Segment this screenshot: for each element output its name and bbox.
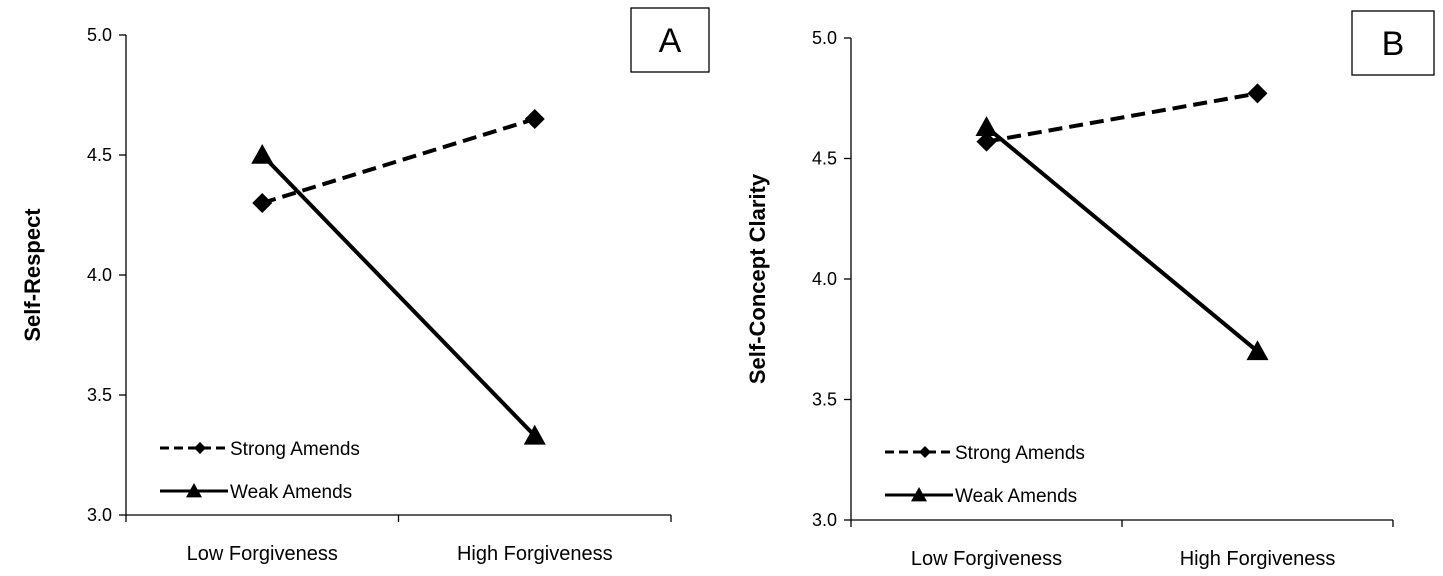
data-point-diamond: [252, 193, 273, 213]
y-tick-label: 5.0: [812, 28, 837, 48]
x-category-label: High Forgiveness: [457, 543, 613, 565]
legend: Strong Amends Weak Amends: [160, 439, 360, 503]
x-category-label: Low Forgiveness: [911, 548, 1062, 570]
data-point-triangle: [251, 144, 274, 164]
chart-panel-a: 3.0 3.5 4.0 4.5 5.0 Low Forgiveness High Forgi…: [20, 7, 710, 565]
y-tick-label: 4.5: [812, 149, 837, 169]
y-tick-label: 3.5: [812, 390, 837, 410]
y-tick-label: 5.0: [87, 25, 112, 45]
legend-marker-triangle: [186, 483, 202, 498]
legend-marker-diamond: [194, 442, 206, 454]
legend: Strong Amends Weak Amends: [885, 443, 1085, 507]
series-line-weak-amends: [985, 125, 1259, 353]
chart-panel-b: 3.0 3.5 4.0 4.5 5.0 Low Forgiveness High Forgi…: [745, 10, 1435, 570]
y-tick-label: 3.0: [812, 510, 837, 530]
series-line-strong-amends: [986, 91, 1258, 144]
data-point-triangle: [1246, 340, 1269, 361]
panel-label: B: [1382, 25, 1405, 63]
data-point-diamond: [524, 109, 545, 129]
series-line-strong-amends: [261, 117, 536, 205]
panel-label: A: [659, 22, 682, 60]
x-category-label: High Forgiveness: [1180, 548, 1336, 570]
data-point-triangle: [975, 116, 998, 136]
y-axis-title: Self-Respect: [20, 208, 45, 342]
data-point-diamond: [976, 131, 997, 152]
legend-marker-triangle: [911, 487, 927, 502]
legend-label: Weak Amends: [230, 482, 352, 503]
panel-label-box: [630, 7, 710, 73]
series-line-weak-amends: [260, 153, 537, 438]
panel-label-box: [1351, 10, 1435, 76]
legend-label: Strong Amends: [955, 443, 1085, 464]
y-tick-label: 3.0: [87, 505, 112, 525]
data-point-triangle: [523, 424, 546, 445]
legend-marker-diamond: [919, 446, 931, 458]
y-tick-label: 3.5: [87, 385, 112, 405]
y-axis-title: Self-Concept Clarity: [745, 173, 770, 384]
y-tick-label: 4.0: [87, 265, 112, 285]
data-point-diamond: [1247, 83, 1268, 104]
legend-label: Strong Amends: [230, 439, 360, 460]
legend-label: Weak Amends: [955, 486, 1077, 507]
y-tick-label: 4.0: [812, 269, 837, 289]
x-category-label: Low Forgiveness: [187, 543, 338, 565]
y-tick-label: 4.5: [87, 145, 112, 165]
